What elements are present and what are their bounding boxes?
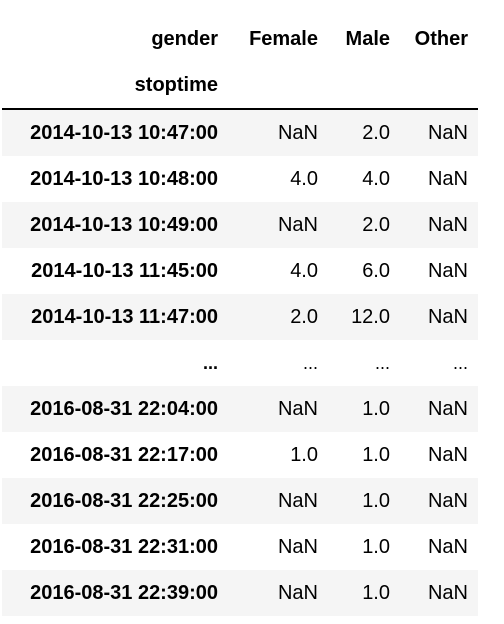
table-header: gender Female Male Other stoptime	[2, 16, 478, 109]
row-index: 2014-10-13 10:49:00	[30, 213, 218, 236]
column-header-female: Female	[249, 27, 318, 50]
table-row: 2014-10-13 10:49:00 NaN 2.0 NaN	[2, 202, 478, 248]
empty-header-cell	[328, 62, 400, 109]
cell-female: NaN	[277, 213, 318, 236]
cell-female: 4.0	[290, 167, 318, 190]
index-name-label: stoptime	[134, 73, 218, 96]
cell-male: 6.0	[362, 259, 390, 282]
index-header-row: stoptime	[2, 62, 478, 109]
table-row: 2016-08-31 22:04:00 NaN 1.0 NaN	[2, 386, 478, 432]
cell-male: ...	[374, 352, 390, 373]
columns-header-row: gender Female Male Other	[2, 16, 478, 62]
table-body: 2014-10-13 10:47:00 NaN 2.0 NaN 2014-10-…	[2, 109, 478, 616]
cell-male: 1.0	[362, 489, 390, 512]
table-row: 2016-08-31 22:31:00 NaN 1.0 NaN	[2, 524, 478, 570]
cell-male: 1.0	[362, 443, 390, 466]
row-index: 2014-10-13 11:45:00	[31, 259, 218, 282]
table-row: 2014-10-13 11:47:00 2.0 12.0 NaN	[2, 294, 478, 340]
cell-other: NaN	[427, 581, 468, 604]
row-index: 2014-10-13 11:47:00	[31, 305, 218, 328]
dataframe-table: gender Female Male Other stoptime 2014-1…	[2, 16, 478, 616]
cell-male: 12.0	[351, 305, 390, 328]
cell-female: 4.0	[290, 259, 318, 282]
cell-female: NaN	[277, 121, 318, 144]
row-index: 2014-10-13 10:48:00	[30, 167, 218, 190]
cell-other: ...	[452, 352, 468, 373]
cell-other: NaN	[427, 213, 468, 236]
row-index: 2016-08-31 22:31:00	[30, 535, 218, 558]
table-row: 2016-08-31 22:39:00 NaN 1.0 NaN	[2, 570, 478, 616]
cell-male: 1.0	[362, 535, 390, 558]
cell-other: NaN	[427, 397, 468, 420]
column-header-other: Other	[414, 27, 468, 50]
row-index: 2016-08-31 22:39:00	[30, 581, 218, 604]
cell-other: NaN	[427, 443, 468, 466]
row-index: 2016-08-31 22:04:00	[30, 397, 218, 420]
cell-male: 1.0	[362, 581, 390, 604]
cell-female: 2.0	[290, 305, 318, 328]
cell-other: NaN	[427, 535, 468, 558]
row-index: ...	[202, 352, 218, 373]
table-row: 2014-10-13 11:45:00 4.0 6.0 NaN	[2, 248, 478, 294]
cell-other: NaN	[427, 259, 468, 282]
cell-female: NaN	[277, 581, 318, 604]
empty-header-cell	[228, 62, 328, 109]
cell-male: 4.0	[362, 167, 390, 190]
cell-male: 2.0	[362, 121, 390, 144]
cell-female: NaN	[277, 535, 318, 558]
table-row: 2014-10-13 10:48:00 4.0 4.0 NaN	[2, 156, 478, 202]
table-row: 2016-08-31 22:17:00 1.0 1.0 NaN	[2, 432, 478, 478]
cell-female: ...	[302, 352, 318, 373]
empty-header-cell	[400, 62, 478, 109]
cell-other: NaN	[427, 167, 468, 190]
cell-male: 2.0	[362, 213, 390, 236]
column-header-male: Male	[345, 27, 390, 50]
row-index: 2016-08-31 22:25:00	[30, 489, 218, 512]
cell-other: NaN	[427, 305, 468, 328]
cell-other: NaN	[427, 121, 468, 144]
columns-name-label: gender	[151, 27, 218, 50]
table-row: 2014-10-13 10:47:00 NaN 2.0 NaN	[2, 109, 478, 156]
row-index: 2014-10-13 10:47:00	[30, 121, 218, 144]
table-row-ellipsis: ... ... ... ...	[2, 340, 478, 386]
table-row: 2016-08-31 22:25:00 NaN 1.0 NaN	[2, 478, 478, 524]
cell-male: 1.0	[362, 397, 390, 420]
cell-female: NaN	[277, 397, 318, 420]
cell-female: NaN	[277, 489, 318, 512]
row-index: 2016-08-31 22:17:00	[30, 443, 218, 466]
cell-other: NaN	[427, 489, 468, 512]
cell-female: 1.0	[290, 443, 318, 466]
